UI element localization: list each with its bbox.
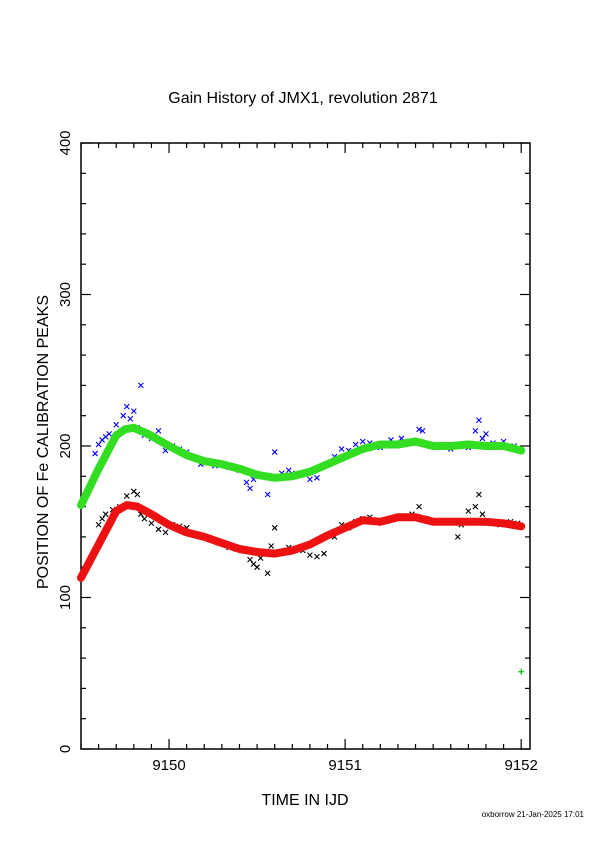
- chart-title: Gain History of JMX1, revolution 2871: [168, 90, 438, 107]
- data-point-cross: [95, 441, 102, 448]
- tick-labels: 0 100 200 300 400 9150 9151 9152: [57, 130, 538, 774]
- data-point-cross: [416, 503, 422, 510]
- data-point-cross: [264, 570, 271, 577]
- data-point-cross: [307, 476, 313, 483]
- data-point-cross: [264, 491, 271, 498]
- data-point-cross: [352, 441, 359, 448]
- y-tick-label: 100: [57, 585, 74, 610]
- data-point-cross: [476, 417, 482, 424]
- data-point-cross: [419, 427, 426, 434]
- fit-line-4: [77, 501, 526, 582]
- data-series: [77, 382, 526, 675]
- data-point-cross: [99, 515, 106, 522]
- data-point-cross: [95, 521, 102, 528]
- data-point-cross: [247, 556, 253, 563]
- data-point-cross: [359, 438, 366, 445]
- data-point-cross: [314, 474, 320, 481]
- data-point-cross: [243, 479, 250, 486]
- data-point-cross: [416, 426, 422, 433]
- data-point-cross: [127, 415, 134, 422]
- x-tick-label: 9150: [152, 757, 185, 774]
- data-point-cross: [155, 526, 162, 533]
- data-point-cross: [123, 493, 130, 499]
- data-point-cross: [476, 491, 482, 498]
- y-tick-label: 200: [57, 433, 74, 458]
- data-point-cross: [454, 534, 461, 540]
- x-tick-label: 9152: [505, 757, 538, 774]
- data-point-cross: [271, 449, 278, 455]
- data-point-cross: [285, 467, 292, 474]
- data-point-cross: [479, 511, 486, 518]
- data-point-cross: [162, 529, 169, 536]
- data-point-cross: [465, 508, 472, 515]
- data-point-cross: [254, 564, 260, 571]
- data-point-cross: [271, 524, 278, 531]
- data-point-cross: [472, 427, 479, 434]
- data-point-cross: [106, 430, 113, 437]
- tick-marks: [80, 142, 530, 750]
- x-tick-label: 9151: [328, 757, 361, 774]
- data-point-cross: [120, 412, 127, 419]
- data-point-cross: [148, 520, 155, 527]
- footer-credit: oxborrow 21-Jan-2025 17:01: [482, 810, 585, 819]
- data-point-cross: [137, 382, 144, 389]
- data-point-cross: [123, 403, 130, 410]
- y-tick-label: 0: [57, 745, 74, 753]
- data-point-cross: [483, 430, 489, 437]
- data-point-plus: [518, 668, 525, 675]
- data-point-cross: [321, 550, 327, 557]
- y-axis-label: POSITION OF Fe CALIBRATION PEAKS: [35, 295, 52, 589]
- data-point-cross: [113, 421, 120, 428]
- data-point-cross: [338, 446, 345, 452]
- data-point-cross: [102, 511, 109, 518]
- data-point-cross: [155, 427, 162, 434]
- data-point-cross: [479, 435, 486, 442]
- data-point-cross: [247, 485, 253, 492]
- data-point-cross: [92, 450, 98, 457]
- data-point-cross: [268, 543, 275, 549]
- data-point-cross: [130, 408, 137, 415]
- data-point-cross: [134, 491, 141, 498]
- data-point-cross: [314, 553, 320, 560]
- data-point-cross: [472, 503, 479, 510]
- y-tick-label: 400: [57, 130, 74, 155]
- fit-line-3: [77, 423, 526, 510]
- data-point-cross: [307, 552, 313, 558]
- data-point-cross: [141, 515, 148, 522]
- y-tick-label: 300: [57, 282, 74, 307]
- x-axis-label: TIME IN IJD: [261, 792, 348, 809]
